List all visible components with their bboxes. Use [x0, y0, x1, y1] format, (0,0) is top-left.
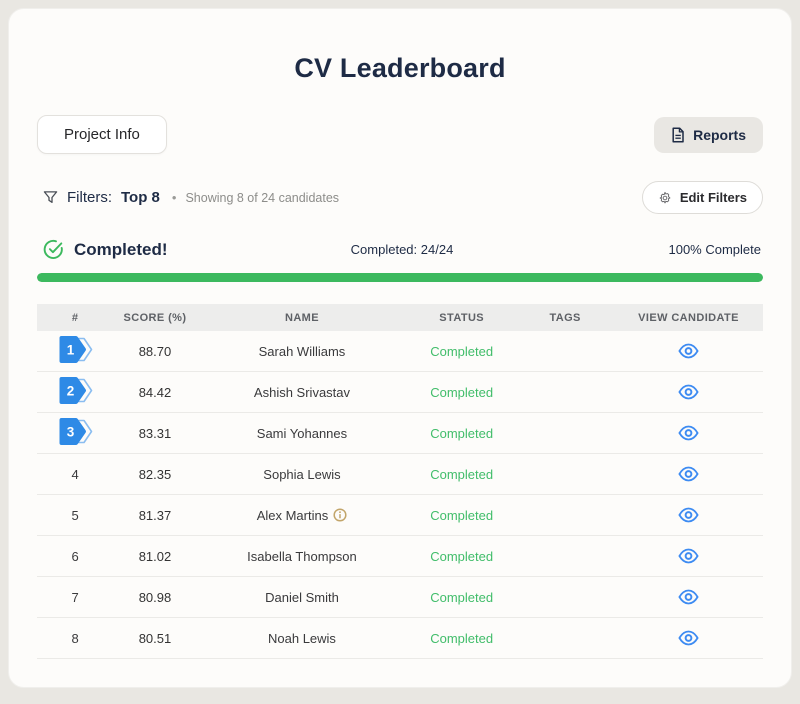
project-info-label: Project Info — [64, 126, 140, 143]
view-candidate-button[interactable] — [676, 587, 701, 607]
info-icon[interactable] — [333, 508, 347, 522]
status-badge: Completed — [430, 425, 494, 441]
score-value: 88.70 — [138, 343, 172, 359]
progress-bar-fill — [37, 273, 763, 282]
reports-button[interactable]: Reports — [654, 116, 763, 153]
view-candidate-button[interactable] — [676, 423, 701, 443]
progress-bar-track — [37, 273, 763, 282]
score-value: 82.35 — [138, 466, 172, 482]
filters-label: Filters: — [67, 189, 112, 206]
view-candidate-button[interactable] — [676, 382, 701, 402]
project-info-button[interactable]: Project Info — [37, 115, 167, 154]
column-header-rank: # — [71, 311, 79, 324]
status-badge: Completed — [430, 589, 494, 605]
progress-count-label: Completed: 24/24 — [350, 242, 454, 257]
progress-status-group: Completed! — [43, 239, 282, 260]
eye-icon — [678, 384, 699, 400]
candidate-name: Daniel Smith — [265, 589, 339, 605]
candidate-name: Sarah Williams — [258, 343, 346, 359]
eye-icon — [678, 589, 699, 605]
score-value: 80.98 — [138, 589, 172, 605]
filters-value: Top 8 — [121, 189, 160, 206]
edit-filters-label: Edit Filters — [679, 190, 747, 205]
eye-icon — [678, 630, 699, 646]
eye-icon — [678, 425, 699, 441]
column-header-view: VIEW CANDIDATE — [638, 311, 739, 324]
filters-separator: • — [171, 190, 177, 205]
table-row: 2 84.42 Ashish Srivastav Completed — [37, 372, 763, 413]
toolbar: Project Info Reports — [37, 115, 763, 154]
leaderboard-table: # SCORE (%) NAME STATUS TAGS VIEW CANDID… — [37, 304, 763, 659]
column-header-tags: TAGS — [549, 311, 581, 324]
svg-text:1: 1 — [66, 343, 74, 358]
rank-badge-icon: 1 — [57, 336, 94, 367]
filters-row: Filters: Top 8 • Showing 8 of 24 candida… — [37, 181, 763, 214]
view-candidate-button[interactable] — [676, 341, 701, 361]
table-row: 3 83.31 Sami Yohannes Completed — [37, 413, 763, 454]
table-header-row: # SCORE (%) NAME STATUS TAGS VIEW CANDID… — [37, 304, 763, 331]
status-badge: Completed — [430, 466, 494, 482]
reports-label: Reports — [693, 126, 746, 143]
filter-funnel-icon — [43, 190, 58, 205]
rank-number: 8 — [71, 630, 79, 646]
column-header-status: STATUS — [439, 311, 485, 324]
score-value: 84.42 — [138, 384, 172, 400]
rank-number: 5 — [71, 507, 79, 523]
table-row: 5 81.37 Alex Martins Completed — [37, 495, 763, 536]
view-candidate-button[interactable] — [676, 546, 701, 566]
eye-icon — [678, 343, 699, 359]
document-icon — [671, 126, 685, 143]
table-row: 6 81.02 Isabella Thompson Completed — [37, 536, 763, 577]
filters-summary-group: Filters: Top 8 • Showing 8 of 24 candida… — [43, 189, 339, 206]
candidate-name: Isabella Thompson — [247, 548, 357, 564]
page-title: CV Leaderboard — [294, 53, 506, 83]
progress-percent-label: 100% Complete — [668, 242, 761, 257]
rank-number: 7 — [71, 589, 79, 605]
column-header-score: SCORE (%) — [123, 311, 187, 324]
status-badge: Completed — [430, 548, 494, 564]
candidate-name: Noah Lewis — [268, 630, 336, 646]
status-badge: Completed — [430, 384, 494, 400]
eye-icon — [678, 466, 699, 482]
rank-number: 6 — [71, 548, 79, 564]
leaderboard-card: CV Leaderboard Project Info Reports — [8, 8, 792, 688]
rank-number: 4 — [71, 466, 79, 482]
table-row: 7 80.98 Daniel Smith Completed — [37, 577, 763, 618]
candidate-name: Ashish Srivastav — [253, 384, 351, 400]
score-value: 81.37 — [138, 507, 172, 523]
score-value: 83.31 — [138, 425, 172, 441]
status-badge: Completed — [430, 507, 494, 523]
column-header-name: NAME — [284, 311, 319, 324]
candidate-name: Sophia Lewis — [263, 466, 341, 482]
table-row: 4 82.35 Sophia Lewis Completed — [37, 454, 763, 495]
gear-icon — [658, 191, 672, 205]
check-circle-icon — [43, 239, 64, 260]
eye-icon — [678, 507, 699, 523]
view-candidate-button[interactable] — [676, 505, 701, 525]
table-row: 8 80.51 Noah Lewis Completed — [37, 618, 763, 659]
view-candidate-button[interactable] — [676, 628, 701, 648]
eye-icon — [678, 548, 699, 564]
progress-status-label: Completed! — [74, 239, 168, 259]
rank-badge-icon: 3 — [57, 418, 94, 449]
svg-text:2: 2 — [66, 384, 74, 399]
rank-badge-icon: 2 — [57, 377, 94, 408]
score-value: 80.51 — [138, 630, 172, 646]
svg-text:3: 3 — [66, 425, 74, 440]
candidate-name: Alex Martins — [256, 507, 329, 523]
edit-filters-button[interactable]: Edit Filters — [641, 181, 763, 214]
status-badge: Completed — [430, 343, 494, 359]
table-row: 1 88.70 Sarah Williams Completed — [37, 331, 763, 372]
view-candidate-button[interactable] — [676, 464, 701, 484]
filters-count-text: Showing 8 of 24 candidates — [185, 190, 340, 205]
status-badge: Completed — [430, 630, 494, 646]
progress-section: Completed! Completed: 24/24 100% Complet… — [37, 239, 763, 282]
score-value: 81.02 — [138, 548, 172, 564]
candidate-name: Sami Yohannes — [256, 425, 348, 441]
